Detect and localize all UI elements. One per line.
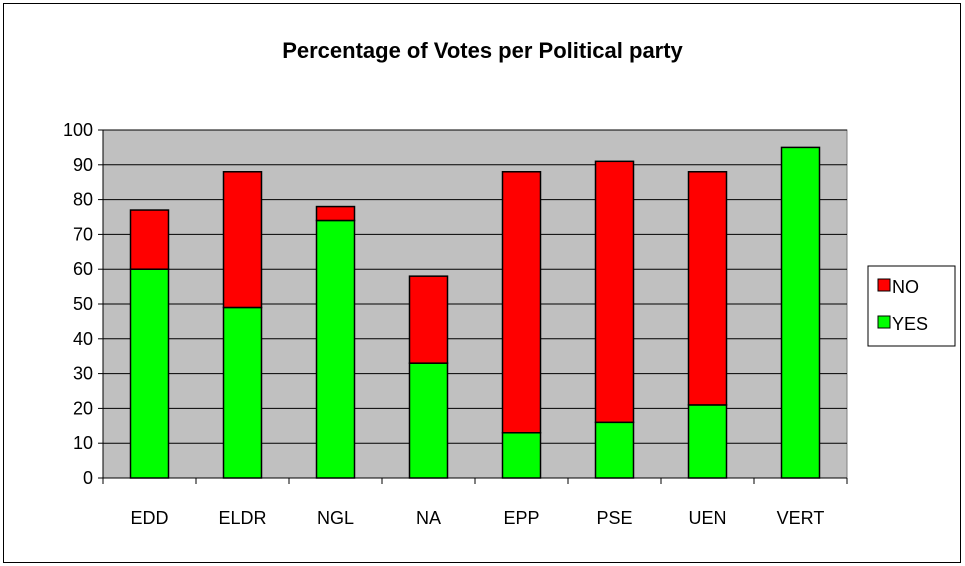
bar-no-ngl <box>315 205 356 222</box>
y-tick-label: 10 <box>73 433 93 453</box>
x-tick-label: ELDR <box>218 508 266 528</box>
bar-yes-edd <box>129 268 170 479</box>
x-tick-label: UEN <box>688 508 726 528</box>
bar-no-edd <box>129 209 170 270</box>
y-tick-label: 0 <box>83 468 93 488</box>
y-tick-label: 70 <box>73 224 93 244</box>
x-tick-label: EPP <box>503 508 539 528</box>
bar-yes-eldr <box>222 306 263 479</box>
y-tick-label: 60 <box>73 259 93 279</box>
legend-swatch-no <box>877 278 891 292</box>
axes: 0 10 20 30 40 50 60 70 80 90 100 EDD ELDR NGL NA EPP PSE… <box>63 120 848 528</box>
y-tick-label: 50 <box>73 294 93 314</box>
legend-label-yes: YES <box>892 314 928 334</box>
legend-label-no: NO <box>892 277 919 297</box>
bar-yes-ngl <box>315 219 356 479</box>
y-tick-label: 20 <box>73 398 93 418</box>
y-tick-label: 40 <box>73 329 93 349</box>
x-tick-label: VERT <box>777 508 825 528</box>
legend-swatch-yes <box>877 315 891 329</box>
x-tick-label: NGL <box>317 508 354 528</box>
bar-no-na <box>408 275 449 364</box>
x-tick-label: PSE <box>596 508 632 528</box>
x-tick-label: EDD <box>130 508 168 528</box>
legend: NO YES <box>867 265 956 347</box>
bar-no-eldr <box>222 171 263 309</box>
bar-yes-epp <box>501 432 542 479</box>
bar-yes-uen <box>687 404 728 479</box>
bars <box>129 146 821 479</box>
bar-yes-vert <box>780 146 821 479</box>
y-tick-label: 80 <box>73 190 93 210</box>
bar-no-epp <box>501 171 542 434</box>
chart-title: Percentage of Votes per Political party <box>282 38 683 63</box>
y-tick-label: 30 <box>73 364 93 384</box>
bar-yes-na <box>408 362 449 479</box>
bar-no-uen <box>687 171 728 406</box>
x-tick-label: NA <box>416 508 441 528</box>
y-tick-label: 90 <box>73 155 93 175</box>
y-tick-label: 100 <box>63 120 93 140</box>
bar-no-pse <box>594 160 635 424</box>
bar-yes-pse <box>594 421 635 479</box>
